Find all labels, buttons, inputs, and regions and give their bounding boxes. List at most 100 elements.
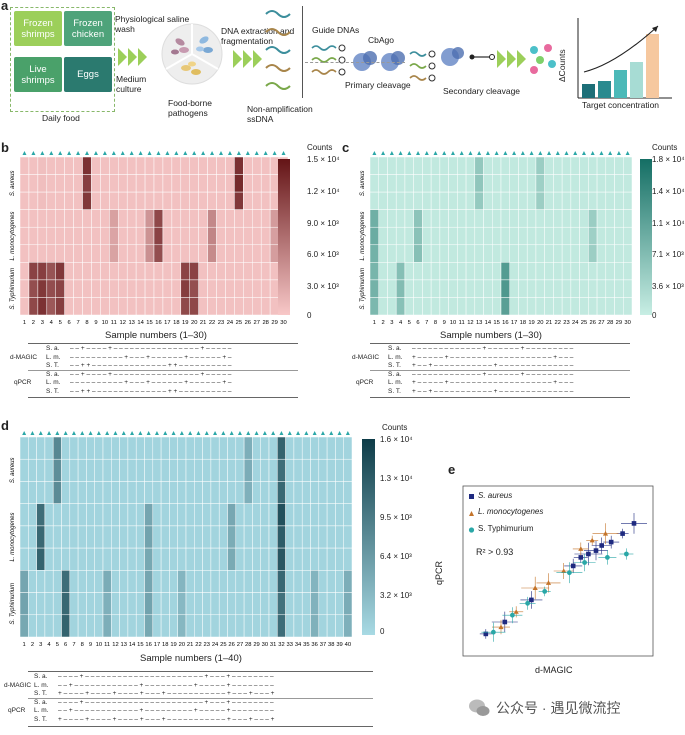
heatmap-cell (135, 209, 146, 228)
heatmap-cell (44, 481, 54, 504)
heatmap-cell (260, 297, 271, 316)
cb-c-tick-1: 1.4 × 10⁴ (652, 187, 685, 196)
sample-marker (281, 151, 286, 155)
heatmap-cell (269, 297, 280, 316)
table-d-qpcr-2: + – – – – + – – – – + – – – – + – – – + … (58, 715, 275, 723)
heatmap-cell (269, 174, 280, 193)
heatmap-cell (492, 209, 502, 228)
heatmap-cell (243, 174, 253, 193)
heatmap-cell (343, 481, 353, 504)
heatmap-cell (109, 191, 119, 210)
heatmap-cell (194, 592, 203, 616)
sample-marker (529, 151, 534, 155)
sample-marker (416, 151, 421, 155)
heatmap-cell (492, 279, 502, 298)
heatmap-cell (37, 156, 48, 175)
heatmap-cell (111, 614, 120, 638)
scatter-point (498, 624, 504, 630)
heatmap-cell (269, 209, 280, 228)
heatmap-cell (553, 156, 563, 175)
heatmap-cell (153, 297, 164, 316)
sample-marker (246, 431, 251, 435)
sample-tick-label: 23 (204, 642, 210, 648)
heatmap-cell (111, 481, 120, 504)
heatmap-cell (160, 458, 170, 482)
heatmap-cell (19, 458, 29, 482)
heatmap-cell (28, 458, 37, 482)
scatter-point (491, 629, 496, 635)
heatmap-cell (160, 525, 170, 549)
heatmap-cell (162, 244, 173, 263)
sample-tick-label: 18 (173, 320, 179, 325)
sample-tick-label: 39 (336, 642, 342, 648)
sample-marker (174, 151, 179, 155)
heatmap-cell (500, 191, 510, 210)
heatmap-cell (119, 614, 129, 638)
heatmap-cell (19, 570, 29, 593)
panel-a-letter: a (1, 0, 9, 13)
heatmap-cell (118, 244, 128, 263)
sample-marker (96, 431, 101, 435)
heatmap-cell (207, 244, 217, 263)
heatmap-cell (180, 244, 190, 263)
heatmap-cell (171, 297, 182, 316)
heatmap-cell (561, 209, 572, 228)
panel-e-letter: e (448, 462, 456, 477)
heatmap-cell (387, 279, 397, 298)
heatmap-cell (343, 525, 353, 549)
heatmap-cell (596, 226, 607, 246)
heatmap-cell (218, 458, 228, 482)
heatmap-cell (169, 592, 178, 616)
heatmap-cell (28, 436, 37, 460)
heatmap-cell (343, 570, 353, 593)
heatmap-cell (171, 174, 182, 193)
heatmap-cell (218, 570, 228, 593)
sample-tick-label: 37 (320, 642, 326, 648)
heatmap-cell (144, 156, 155, 175)
sample-marker (188, 431, 193, 435)
heatmap-cell (378, 297, 388, 316)
heatmap-cell (310, 547, 320, 571)
sample-tick-label: 29 (253, 642, 259, 648)
heatmap-cell (207, 297, 217, 316)
row-label: S. T. (46, 387, 59, 395)
sample-marker (599, 151, 604, 155)
table-d-dmagic-1: – – + – – – – – – – – – – – – + – – – – … (58, 681, 274, 689)
sample-tick-label: 11 (104, 642, 110, 648)
sample-marker (485, 151, 490, 155)
heatmap-cell (144, 547, 154, 571)
heatmap-cell (135, 191, 146, 210)
heatmap-cell (153, 262, 164, 281)
heatmap-cell (119, 436, 129, 460)
sample-tick-label: 19 (170, 642, 176, 648)
sample-marker (477, 151, 482, 155)
heatmap-cell (216, 209, 226, 228)
heatmap-cell (448, 156, 458, 175)
heatmap-cell (210, 458, 220, 482)
heatmap-cell (144, 592, 154, 616)
heatmap-cell (55, 191, 65, 210)
heatmap-cell (335, 592, 344, 616)
heatmap-cell (277, 592, 286, 616)
heatmap-cell (260, 570, 270, 593)
arrow-chevron (138, 48, 147, 66)
heatmap-cell (544, 262, 554, 281)
heatmap-cell (492, 156, 502, 175)
heatmap-cell (19, 592, 29, 616)
heatmap-cell (52, 481, 62, 504)
table-b-qpcr-2: – – + + – – – – – – – – – – – – – – + + … (70, 387, 232, 395)
sample-marker (102, 151, 107, 155)
heatmap-cell (293, 547, 303, 571)
heatmap-cell (119, 570, 129, 593)
heatmap-cell (301, 458, 311, 482)
heatmap-cell (169, 458, 178, 482)
watermark: 公众号 · 遇见微流控 (468, 698, 620, 718)
heatmap-cell (301, 525, 311, 549)
heatmap-cell (207, 226, 217, 246)
heatmap-cell (378, 191, 388, 210)
heatmap-cell (343, 592, 353, 616)
heatmap-cell (588, 226, 598, 246)
heatmap-cell (492, 191, 502, 210)
heatmap-cell (100, 244, 110, 263)
heatmap-cell (52, 525, 62, 549)
